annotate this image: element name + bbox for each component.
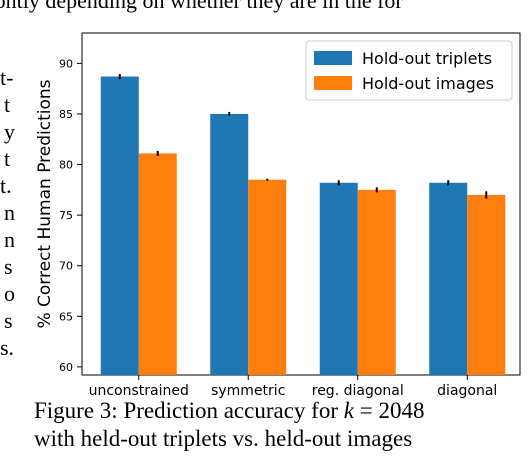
left-column-line: t [4,146,10,171]
left-column-line: n [4,200,15,225]
x-tick-label: diagonal [437,383,497,399]
bar [319,182,358,375]
legend-swatch [314,76,352,90]
legend: Hold-out triplets Hold-out images [305,40,513,101]
figure-caption-line-2: with held-out triplets vs. held-out imag… [34,426,412,451]
bar [429,182,468,375]
bar [210,113,249,375]
figure-caption-line-1: Figure 3: Prediction accuracy for k = 20… [34,398,424,423]
y-axis: 60 65 70 75 80 85 90 [59,57,82,374]
legend-frame [305,40,513,101]
bars [100,73,506,375]
y-tick-label: 60 [59,361,73,374]
left-column-line: t. [0,173,12,198]
left-column-line: s [4,254,13,279]
y-tick-label: 65 [59,310,73,323]
bar-chart: 60 65 70 75 80 85 90 unconstrained symmetric reg… [35,32,521,399]
bar [357,189,396,375]
left-column-line: o [4,281,15,306]
left-column-line: t- [0,65,13,90]
caption-math-eq: = [354,398,378,423]
bar [100,76,139,375]
legend-label: Hold-out triplets [362,49,492,68]
x-axis: unconstrained symmetric reg. diagonal diago… [89,375,497,399]
left-column-line: s. [0,335,14,360]
caption-prefix: Figure 3: Prediction accuracy for [34,398,344,423]
y-tick-label: 75 [59,209,73,222]
left-column-line: s [4,308,13,333]
y-axis-label: % Correct Human Predictions [35,79,55,328]
caption-math-val: 2048 [378,398,424,423]
y-tick-label: 90 [59,57,73,70]
legend-swatch [314,51,352,65]
y-tick-label: 80 [59,159,73,172]
bar [248,179,287,375]
left-column-line: n [4,227,15,252]
top-text-fragment: frontly depending on whether they are in… [0,0,403,13]
caption-math-var: k [344,398,355,423]
y-tick-label: 85 [59,108,73,121]
bar [467,194,506,375]
x-tick-label: reg. diagonal [312,383,404,399]
y-tick-label: 70 [59,260,73,273]
x-tick-label: unconstrained [89,383,189,399]
left-column-line: y [4,119,15,144]
bar [138,153,177,375]
left-column-line: t [4,92,10,117]
x-tick-label: symmetric [211,383,285,399]
plot-frame [81,32,521,376]
legend-label: Hold-out images [362,74,494,93]
